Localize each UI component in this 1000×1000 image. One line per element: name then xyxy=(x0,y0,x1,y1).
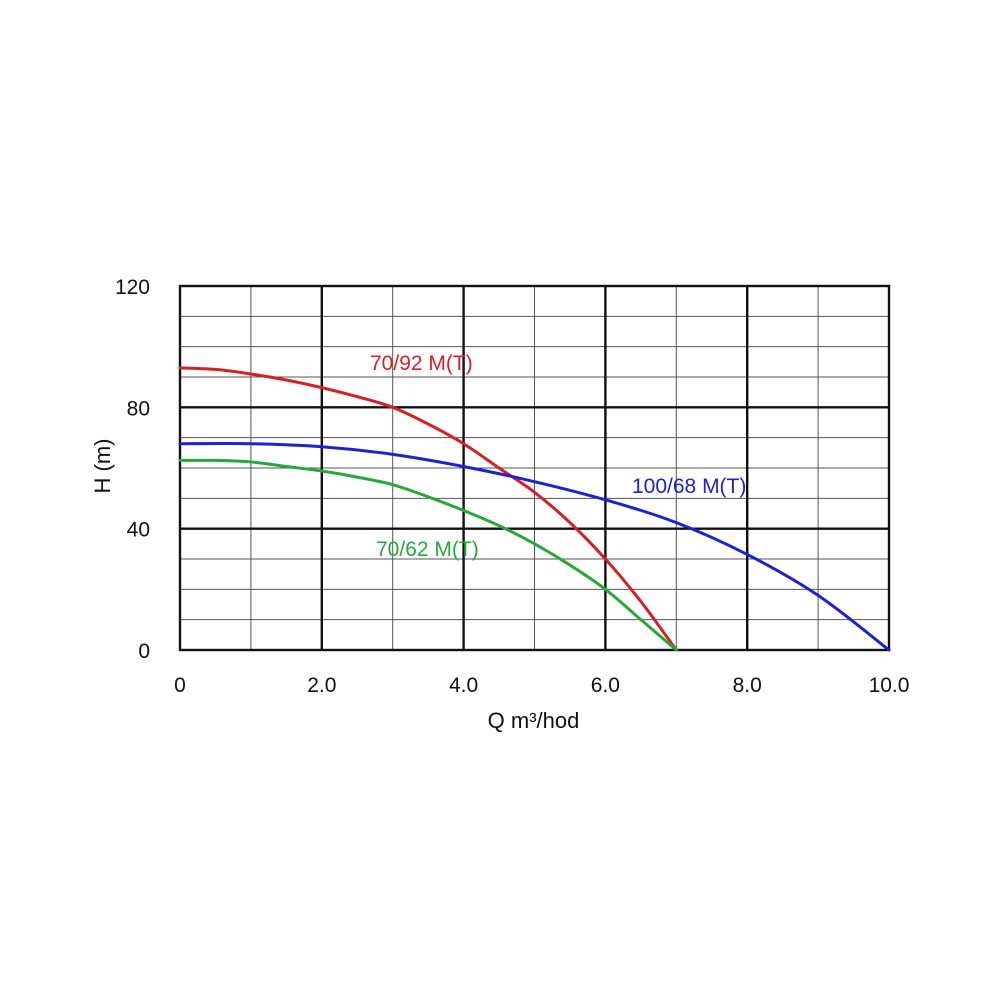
series-line-70-92 xyxy=(178,366,678,652)
series-curves xyxy=(178,366,891,652)
x-tick-label: 8.0 xyxy=(733,674,762,697)
y-axis-title: H (m) xyxy=(90,439,115,494)
x-tick-label: 2.0 xyxy=(307,674,336,697)
series-line-100-68 xyxy=(178,442,891,652)
x-tick-label: 4.0 xyxy=(449,674,478,697)
series-line-70-62 xyxy=(178,458,678,652)
y-tick-label: 0 xyxy=(138,640,150,663)
y-tick-label: 80 xyxy=(127,397,150,420)
series-label-70-62: 70/62 M(T) xyxy=(376,538,479,561)
series-label-100-68: 100/68 M(T) xyxy=(632,475,746,498)
x-tick-label: 10.0 xyxy=(869,674,910,697)
minor-gridlines xyxy=(180,286,889,650)
x-axis-title: Q m³/hod xyxy=(488,708,580,733)
x-tick-label: 6.0 xyxy=(591,674,620,697)
series-label-70-92: 70/92 M(T) xyxy=(370,352,473,375)
y-tick-labels: 0 40 80 120 xyxy=(115,276,150,663)
y-tick-label: 120 xyxy=(115,276,150,299)
x-tick-label: 0 xyxy=(174,674,186,697)
y-tick-label: 40 xyxy=(127,519,150,542)
plot-frame xyxy=(178,284,891,652)
x-tick-labels: 0 2.0 4.0 6.0 8.0 10.0 xyxy=(174,674,909,697)
